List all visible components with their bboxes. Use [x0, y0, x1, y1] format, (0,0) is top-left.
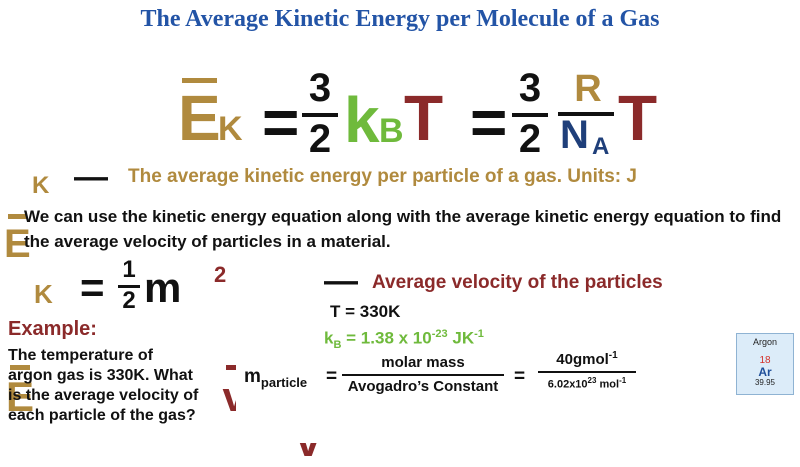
kb-value: = 1.38 x 10: [346, 328, 432, 348]
worked-solution-panel: [236, 298, 800, 443]
fraction-line-2: [512, 113, 548, 117]
mass-equals-2: =: [514, 366, 526, 387]
fraction-denominator: 2: [308, 117, 332, 161]
definition-dash: —: [74, 158, 108, 196]
mass-symbol: m: [144, 264, 182, 311]
avogadro-subscript: A: [592, 133, 610, 160]
molar-mass-value: 40gmol-1: [556, 350, 618, 368]
avogadro-value: 6.02x1023 mol-1: [547, 376, 627, 391]
kb-unit: JK: [452, 328, 475, 348]
mass-value-fraction-line: [538, 371, 636, 373]
molar-mass-label: molar mass: [381, 354, 465, 371]
ke-numerator: 1: [122, 256, 136, 283]
intro-line: We can use the kinetic energy equation a…: [24, 207, 782, 226]
fraction-line: [302, 113, 338, 117]
ke-ek-symbol: E: [6, 365, 35, 420]
element-number: 18: [759, 355, 771, 366]
given-boltzmann: kB = 1.38 x 10-23 JK-1: [324, 328, 484, 351]
velocity-def-text: Average velocity of the particles: [372, 272, 663, 293]
definition-subscript: K: [32, 172, 50, 199]
kb-unit-exponent: -1: [474, 328, 484, 340]
mass-equals: =: [326, 366, 338, 387]
ke-denominator: 2: [122, 287, 136, 314]
velocity-def-dash: —: [324, 262, 358, 300]
ke-fraction-line: [118, 285, 140, 288]
mass-fraction-line: [342, 374, 504, 376]
temperature-symbol-2: T: [618, 82, 658, 154]
example-heading: Example:: [8, 318, 97, 340]
example-question: The temperature of argon gas is 330K. Wh…: [8, 346, 198, 426]
element-mass: 39.95: [754, 378, 776, 387]
mass-lhs-sub: particle: [260, 374, 308, 390]
given-temperature: T = 330K: [330, 302, 401, 321]
avogadro-label: Avogadro’s Constant: [347, 378, 499, 395]
fraction-line-3: [558, 112, 614, 116]
fraction-numerator: 3: [308, 66, 332, 110]
gas-constant-r: R: [574, 68, 602, 110]
definition-symbol: E: [4, 214, 31, 266]
equals-sign-2: =: [470, 86, 508, 158]
kb-symbol: k: [344, 84, 380, 156]
temperature-symbol: T: [404, 82, 444, 154]
mass-lhs: mparticle: [244, 366, 308, 390]
fraction-numerator-2: 3: [518, 66, 542, 110]
element-name: Argon: [752, 337, 778, 347]
page-title: The Average Kinetic Energy per Molecule …: [140, 6, 660, 32]
energy-definition: E K — The average kinetic energy per par…: [0, 64, 800, 266]
example-line: is the average velocity of: [8, 387, 199, 404]
equals-sign: =: [262, 86, 300, 158]
main-equation: E K = 3 2 k B T = 3 2 R N A T: [0, 0, 800, 161]
kb-subscript: B: [379, 112, 404, 150]
avogadro-symbol: N: [560, 113, 589, 157]
kb-label: k: [324, 328, 334, 348]
kb-label-sub: B: [333, 339, 342, 352]
ek-symbol: E: [178, 78, 221, 154]
fraction-denominator-2: 2: [518, 117, 542, 161]
example-line: The temperature of: [8, 347, 153, 364]
definition-text: The average kinetic energy per particle …: [128, 166, 637, 187]
intro-line: the average velocity of particles in a m…: [24, 232, 391, 251]
ke-ek-subscript: K: [34, 279, 53, 309]
kb-exponent: -23: [431, 328, 448, 340]
example-line: each particle of the gas?: [8, 407, 196, 424]
argon-element-tile: Argon 18 Ar 39.95: [736, 333, 794, 395]
velocity-exponent: 2: [214, 262, 227, 287]
ek-subscript: K: [218, 110, 243, 148]
ke-equals: =: [80, 264, 105, 311]
intro-paragraph: We can use the kinetic energy equation a…: [24, 204, 781, 254]
example-line: argon gas is 330K. What: [8, 367, 193, 384]
element-symbol: Ar: [758, 365, 772, 379]
